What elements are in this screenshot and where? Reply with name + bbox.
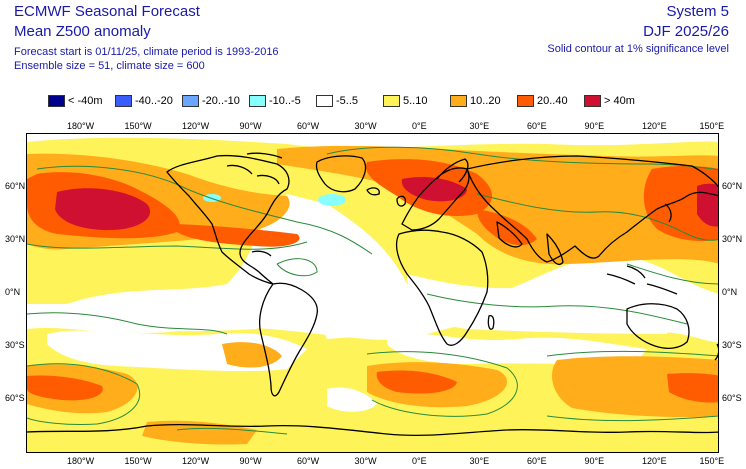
- lon-label-bottom: 120°W: [182, 456, 210, 466]
- legend-item: -20..-10: [182, 94, 249, 108]
- legend-item: -10..-5: [249, 94, 316, 108]
- legend-label: -40..-20: [135, 95, 173, 107]
- legend-swatch: [517, 95, 534, 107]
- lon-label-top: 180°W: [67, 121, 95, 131]
- legend-swatch: [450, 95, 467, 107]
- legend-swatch: [115, 95, 132, 107]
- lon-label-top: 30°W: [354, 121, 377, 131]
- lon-label-bottom: 0°E: [412, 456, 427, 466]
- season-label: DJF 2025/26: [643, 23, 729, 40]
- legend-item: -5..5: [316, 94, 383, 108]
- lat-label-right: 60°N: [722, 181, 743, 191]
- lon-label-top: 60°W: [297, 121, 320, 131]
- lat-label-left: 0°N: [5, 287, 21, 297]
- title-line-2: Mean Z500 anomaly: [14, 23, 151, 40]
- system-label: System 5: [666, 3, 729, 20]
- lon-label-top: 60°E: [527, 121, 547, 131]
- legend-label: -5..5: [336, 95, 359, 107]
- lon-label-top: 150°W: [124, 121, 152, 131]
- lon-label-bottom: 150°E: [699, 456, 725, 466]
- legend-label: 5..10: [403, 95, 428, 107]
- legend-label: < -40m: [68, 95, 103, 107]
- legend-item: 10..20: [450, 94, 517, 108]
- significance-note: Solid contour at 1% significance level: [547, 43, 729, 55]
- forecast-start-text: Forecast start is 01/11/25, climate peri…: [14, 46, 279, 58]
- legend-label: > 40m: [604, 95, 635, 107]
- lon-label-bottom: 90°E: [584, 456, 605, 466]
- legend-label: 20..40: [537, 95, 568, 107]
- lat-label-left: 30°S: [5, 340, 25, 350]
- legend-item: > 40m: [584, 94, 651, 108]
- legend-label: 10..20: [470, 95, 501, 107]
- lat-label-right: 60°S: [722, 393, 742, 403]
- lon-label-bottom: 60°W: [297, 456, 320, 466]
- lon-label-top: 120°W: [182, 121, 210, 131]
- coastlines: [27, 152, 718, 436]
- color-legend: < -40m -40..-20 -20..-10 -10..-5 -5..5 5..10 1…: [48, 94, 651, 108]
- legend-item: 5..10: [383, 94, 450, 108]
- map-panel: [26, 133, 719, 453]
- lon-label-bottom: 30°W: [354, 456, 377, 466]
- legend-swatch: [182, 95, 199, 107]
- legend-item: -40..-20: [115, 94, 182, 108]
- lon-label-top: 30°E: [469, 121, 490, 131]
- legend-swatch: [48, 95, 65, 107]
- lon-label-top: 120°E: [642, 121, 667, 131]
- legend-swatch: [383, 95, 400, 107]
- lat-label-left: 60°N: [5, 181, 26, 191]
- lon-label-top: 0°E: [412, 121, 427, 131]
- lon-label-top: 150°E: [699, 121, 725, 131]
- lon-label-top: 90°E: [584, 121, 605, 131]
- title-line-1: ECMWF Seasonal Forecast: [14, 3, 200, 20]
- anomaly-fill-neutral: [47, 224, 667, 412]
- legend-label: -10..-5: [269, 95, 301, 107]
- ensemble-size-text: Ensemble size = 51, climate size = 600: [14, 60, 205, 72]
- significance-contours: [27, 146, 718, 435]
- lon-label-bottom: 30°E: [469, 456, 490, 466]
- anomaly-map: [27, 134, 718, 452]
- lon-label-bottom: 180°W: [67, 456, 95, 466]
- lat-label-left: 30°N: [5, 234, 26, 244]
- legend-swatch: [249, 95, 266, 107]
- legend-item: 20..40: [517, 94, 584, 108]
- lon-label-top: 90°W: [239, 121, 262, 131]
- lat-label-right: 30°N: [722, 234, 743, 244]
- lat-label-right: 30°S: [722, 340, 742, 350]
- legend-swatch: [316, 95, 333, 107]
- lat-label-left: 60°S: [5, 393, 25, 403]
- legend-label: -20..-10: [202, 95, 240, 107]
- legend-item: < -40m: [48, 94, 115, 108]
- lat-label-right: 0°N: [722, 287, 738, 297]
- anomaly-fill-gt-40: [55, 177, 718, 231]
- lon-label-bottom: 60°E: [527, 456, 547, 466]
- legend-swatch: [584, 95, 601, 107]
- lon-label-bottom: 120°E: [642, 456, 667, 466]
- lon-label-bottom: 90°W: [239, 456, 262, 466]
- lon-label-bottom: 150°W: [124, 456, 152, 466]
